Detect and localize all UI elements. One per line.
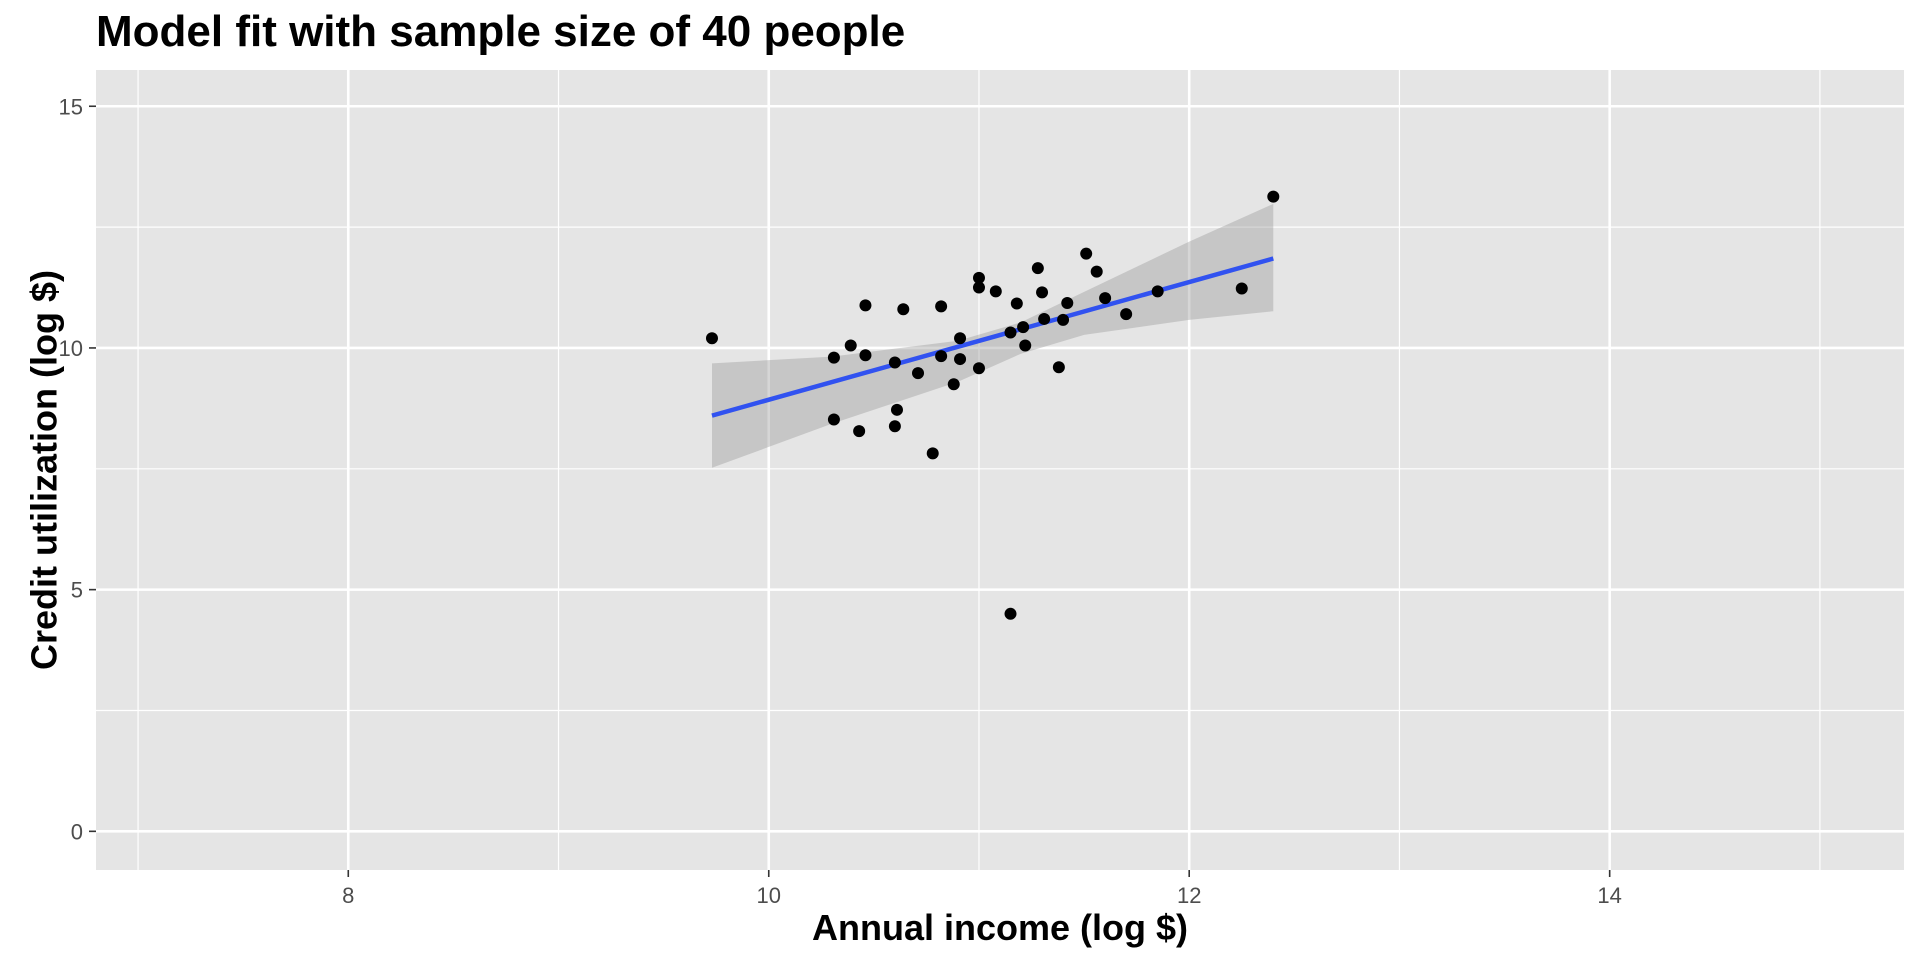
y-tick-label: 10 [59,336,83,361]
data-point [859,349,872,362]
data-point [1090,265,1103,278]
data-points [705,190,1280,620]
data-point [1061,296,1074,309]
data-point [1004,607,1017,620]
data-point [947,378,960,391]
data-point [827,351,840,364]
data-point [972,281,985,294]
x-axis-title: Annual income (log $) [812,907,1188,948]
data-point [1080,247,1093,260]
data-point [1099,292,1112,305]
x-tick-label: 12 [1177,883,1201,908]
data-point [1120,308,1133,321]
y-tick-label: 15 [59,94,83,119]
data-point [926,447,939,460]
data-point [705,332,718,345]
data-point [935,300,948,313]
data-point [827,413,840,426]
data-point [1235,282,1248,295]
data-point [859,299,872,312]
plot-panel [96,70,1904,870]
data-point [989,285,1002,298]
x-axis-ticks: 8 10 12 14 [342,870,1622,908]
data-point [912,367,925,380]
data-point [1267,190,1280,203]
y-tick-label: 5 [71,578,83,603]
y-axis-ticks: 0 5 10 15 [59,94,96,844]
data-point [1031,262,1044,275]
major-gridlines [96,70,1904,870]
data-point [897,303,910,316]
data-point [1017,321,1030,334]
data-point [954,332,967,345]
x-tick-label: 14 [1597,883,1621,908]
data-point [844,339,857,352]
data-point [1019,339,1032,352]
regression-line [711,256,1274,418]
y-axis-title: Credit utilization (log $) [24,270,65,670]
data-point [972,362,985,375]
data-point [1057,313,1070,326]
data-point [954,353,967,366]
y-tick-label: 0 [71,819,83,844]
data-point [1151,285,1164,298]
data-point [890,403,903,416]
x-tick-label: 10 [757,883,781,908]
data-point [888,356,901,369]
data-point [853,425,866,438]
data-point [888,420,901,433]
x-tick-label: 8 [342,883,354,908]
data-point [972,271,985,284]
data-point [1010,297,1023,310]
data-point [1052,361,1065,374]
minor-gridlines [96,70,1904,870]
data-point [1004,326,1017,339]
data-point [935,350,948,363]
data-point [1038,312,1051,325]
chart-title: Model fit with sample size of 40 people [96,7,905,56]
data-point [1036,286,1049,299]
